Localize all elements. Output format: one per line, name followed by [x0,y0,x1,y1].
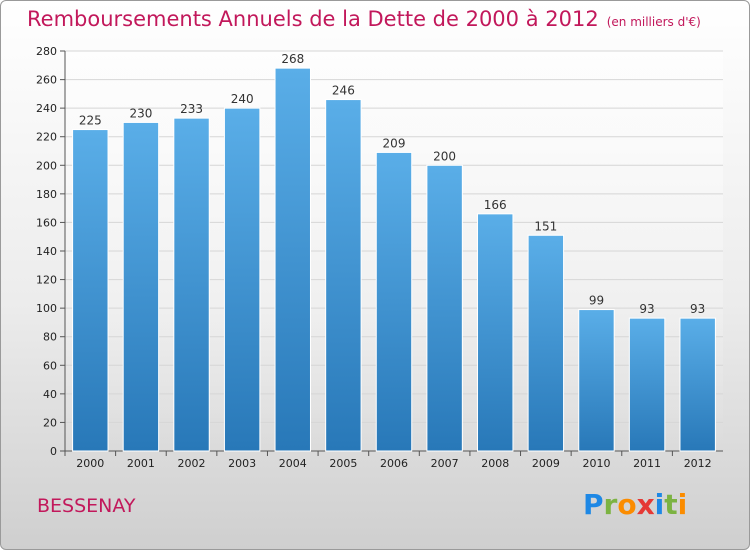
y-tick-label: 260 [36,74,57,87]
bar-value-label: 209 [383,136,406,150]
y-tick-label: 0 [50,445,57,458]
chart-title-text: Remboursements Annuels de la Dette de 20… [27,7,599,31]
x-tick-label: 2011 [633,457,661,470]
x-tick-label: 2005 [329,457,357,470]
bar-value-label: 93 [639,302,654,316]
y-tick-label: 60 [43,359,57,372]
y-tick-label: 180 [36,188,57,201]
bar [679,317,716,452]
y-tick-label: 20 [43,416,57,429]
bar-value-label: 233 [180,102,203,116]
bar [325,99,362,452]
bar [274,67,311,452]
bar-value-label: 99 [589,294,604,308]
bar [578,309,615,452]
bar [173,117,210,452]
logo-letter: P [583,488,604,521]
logo-letter: i [654,488,665,521]
bar [426,164,463,452]
y-tick-label: 140 [36,245,57,258]
chart-subtitle: (en milliers d'€) [606,15,701,29]
proxiti-logo: Proxiti [583,488,687,521]
x-tick-label: 2001 [127,457,155,470]
logo-letter: x [636,488,655,521]
logo-letter: o [617,488,637,521]
x-tick-label: 2009 [532,457,560,470]
bar-value-label: 200 [433,149,456,163]
bar-layer [72,67,716,452]
x-tick-label: 2010 [582,457,610,470]
y-tick-label: 120 [36,274,57,287]
label-layer: 225 230 233 240 268 246 209 200 166 151 99 93 93 [79,52,705,316]
bar-value-label: 166 [484,198,507,212]
bar-value-label: 230 [129,106,152,120]
bar [628,317,666,452]
bar [527,234,565,452]
y-tick-label: 200 [36,159,57,172]
x-tick-label: 2006 [380,457,408,470]
chart-title: Remboursements Annuels de la Dette de 20… [27,7,701,31]
y-tick-label: 220 [36,131,57,144]
x-tick-label: 2002 [178,457,206,470]
x-tick-label: 2003 [228,457,256,470]
bar [477,213,514,452]
logo-letter: t [664,488,678,521]
bar-value-label: 151 [534,219,557,233]
y-tick-label: 40 [43,388,57,401]
bar [72,129,109,452]
logo-letter: r [603,488,618,521]
bar-value-label: 268 [281,52,304,66]
bar-value-label: 246 [332,84,355,98]
bar-value-label: 240 [231,92,254,106]
bar [375,151,413,452]
x-tick-label: 2004 [279,457,307,470]
y-tick-label: 280 [36,45,57,58]
y-tick-label: 240 [36,102,57,115]
y-tick-label: 80 [43,331,57,344]
logo-letter: i [677,488,688,521]
y-tick-label: 100 [36,302,57,315]
bar [223,107,261,452]
bar [122,121,160,452]
x-tick-label: 2012 [684,457,712,470]
x-tick-label: 2000 [76,457,104,470]
x-tick-label: 2007 [431,457,459,470]
x-tick-label: 2008 [481,457,509,470]
bar-value-label: 225 [79,114,102,128]
axis-layer: 0 20 40 60 80 100 120 140 160 180 200 220 240 260 280 2… [36,45,723,470]
bar-value-label: 93 [690,302,705,316]
commune-name: BESSENAY [37,495,136,517]
y-tick-label: 160 [36,216,57,229]
